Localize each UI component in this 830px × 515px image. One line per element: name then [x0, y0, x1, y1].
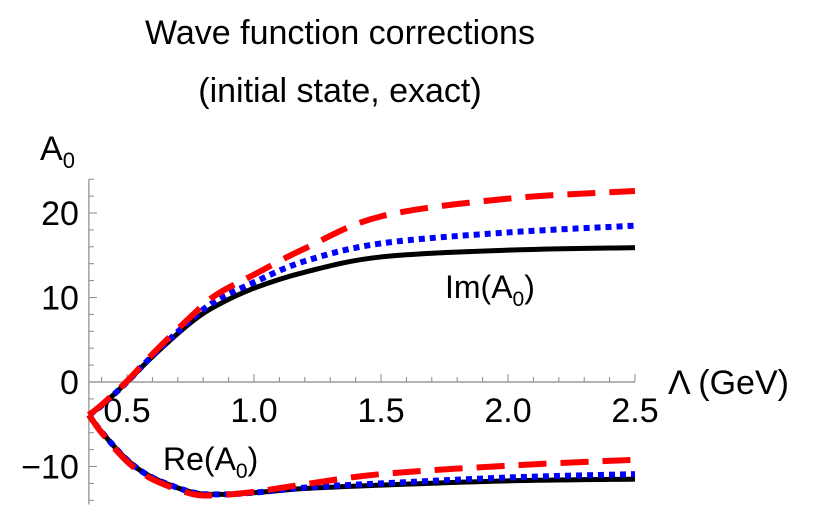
- chart-title-line-1: Wave function corrections: [145, 14, 535, 52]
- series-im-dashed-line: [87, 188, 636, 418]
- x-axis-label: Λ (GeV): [668, 364, 789, 402]
- x-tick-label: 2.0: [484, 392, 531, 430]
- y-tick-label: −10: [21, 449, 79, 487]
- chart-title-line-2: (initial state, exact): [198, 72, 481, 110]
- series-group: [86, 188, 636, 499]
- annotation-im: Im(A0): [445, 269, 535, 311]
- x-tick-label: 1.5: [357, 392, 404, 430]
- x-tick-label: 2.5: [611, 392, 658, 430]
- y-tick-label: 10: [41, 280, 79, 318]
- series-im-solid-line: [87, 245, 636, 418]
- x-tick-label: 1.0: [230, 392, 277, 430]
- annotation-re: Re(A0): [163, 441, 258, 483]
- y-axis-label: A0: [40, 130, 75, 173]
- series-im-dotted-line: [87, 222, 636, 418]
- y-tick-label: 20: [41, 195, 79, 233]
- y-tick-label: 0: [60, 364, 79, 402]
- series-re-dashed-line: [86, 413, 636, 499]
